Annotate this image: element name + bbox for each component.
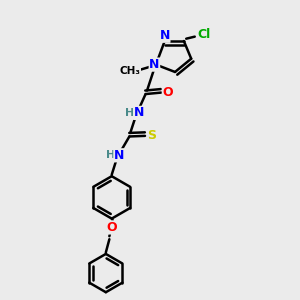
Text: Cl: Cl — [197, 28, 210, 41]
Text: H: H — [125, 108, 135, 118]
Text: O: O — [162, 86, 173, 99]
Text: N: N — [160, 29, 170, 42]
Text: N: N — [134, 106, 144, 119]
Text: S: S — [148, 129, 157, 142]
Text: H: H — [106, 150, 116, 160]
Text: N: N — [114, 149, 124, 162]
Text: CH₃: CH₃ — [119, 66, 140, 76]
Text: O: O — [106, 221, 117, 234]
Text: N: N — [149, 58, 160, 71]
